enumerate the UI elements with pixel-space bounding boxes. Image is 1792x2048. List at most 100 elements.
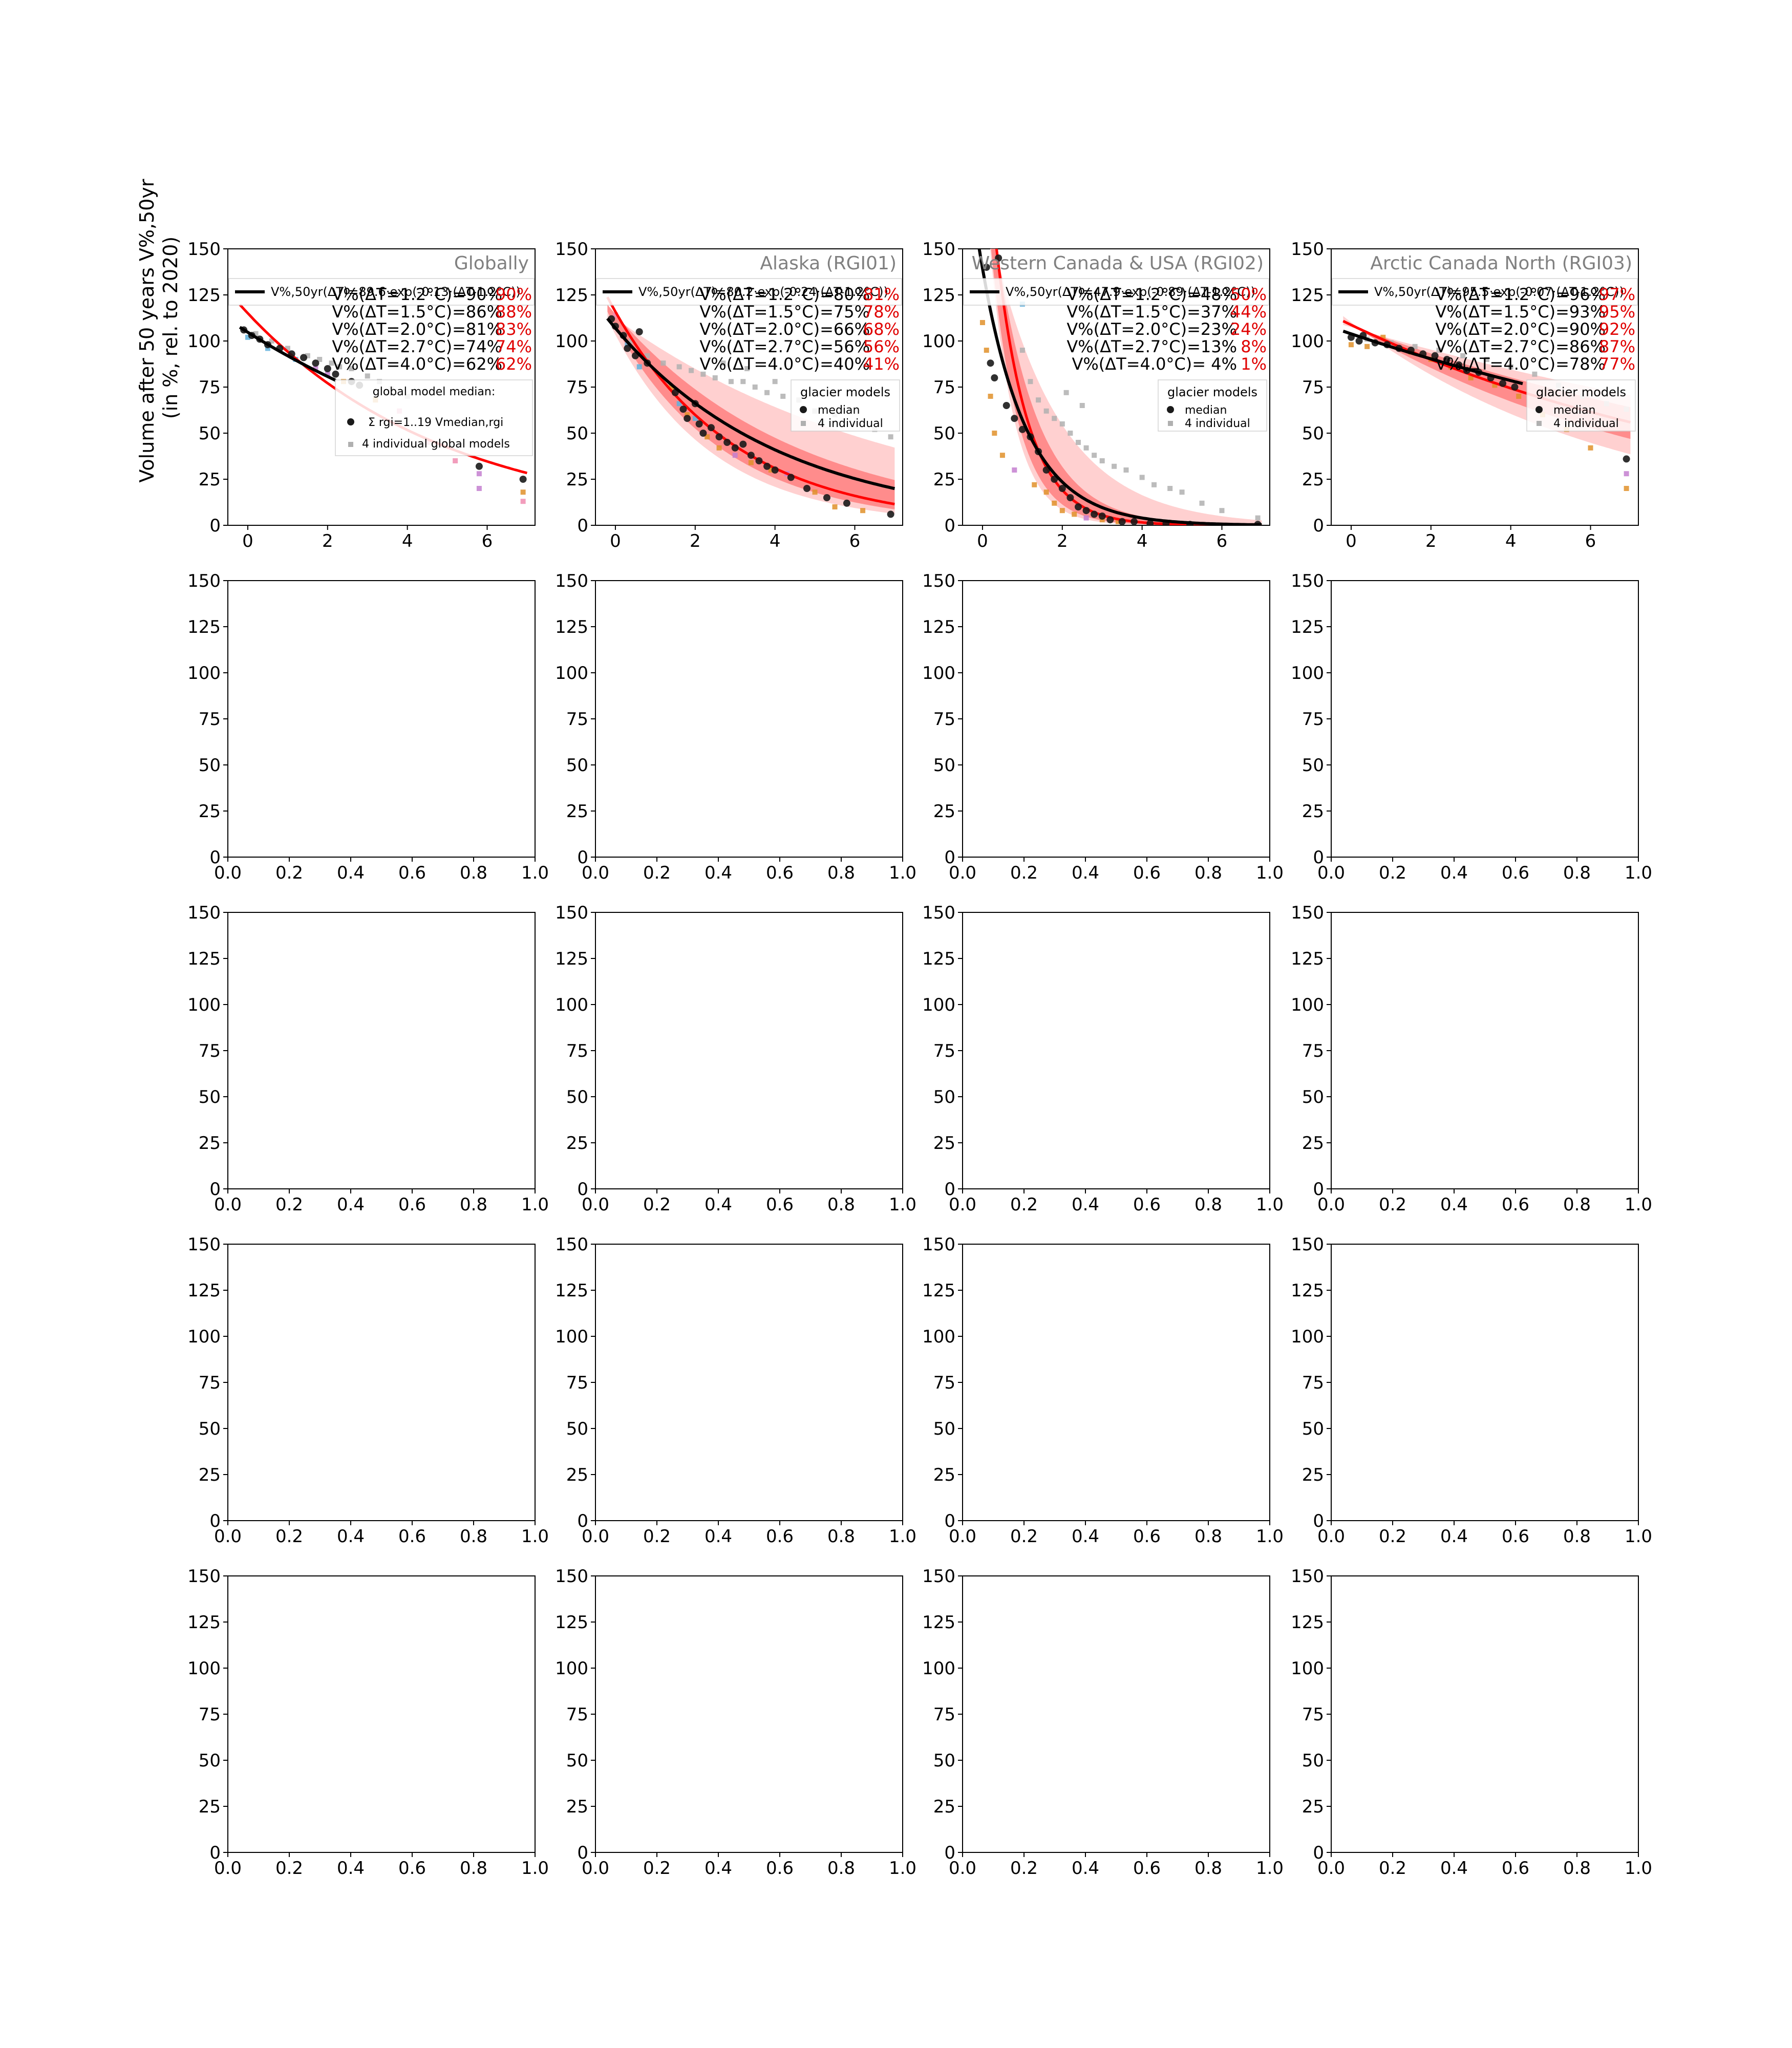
y-tick-label: 150	[1291, 1234, 1324, 1255]
individual-model-point	[1063, 390, 1069, 395]
x-tick-label: 0.8	[1194, 1526, 1222, 1547]
x-tick-label: 0.0	[949, 1194, 976, 1215]
x-tick-label: 0.4	[1440, 863, 1468, 883]
individual-model-point	[520, 489, 526, 495]
y-tick-label: 100	[922, 663, 955, 684]
stat-red-value: 88%	[496, 302, 532, 322]
x-tick-label: 0	[242, 531, 253, 551]
median-point	[1443, 356, 1450, 363]
median-point	[1011, 415, 1018, 422]
individual-model-point	[1624, 471, 1629, 477]
x-tick-label: 0.0	[1317, 863, 1345, 883]
median-point	[1106, 516, 1114, 524]
stat-line: V%(ΔT=1.2°C)=90%	[332, 285, 502, 304]
y-tick-label: 50	[1302, 755, 1324, 776]
x-tick-label: 0.6	[1133, 1194, 1161, 1215]
y-tick-label: 50	[1302, 423, 1324, 444]
fit-equation-label: V%,50yr(ΔT)=80.2·exp(-0.24·(ΔT-1.2°C))	[638, 285, 888, 299]
median-point	[823, 494, 830, 501]
y-tick-label: 25	[566, 801, 588, 822]
individual-model-point	[253, 331, 259, 336]
y-tick-label: 75	[199, 1041, 221, 1061]
y-tick-label: 150	[922, 1234, 955, 1255]
y-tick-label: 150	[1291, 571, 1324, 591]
median-point	[300, 354, 308, 361]
individual-model-point	[1492, 382, 1498, 388]
individual-model-point	[1364, 344, 1370, 349]
individual-model-point	[1083, 445, 1089, 451]
y-tick-label: 25	[199, 1465, 221, 1485]
x-tick-label: 0.2	[643, 1858, 671, 1879]
stat-red-value: 62%	[496, 354, 532, 374]
x-tick-label: 0.8	[827, 1194, 855, 1215]
y-tick-label: 150	[1291, 1566, 1324, 1587]
y-tick-label: 150	[555, 239, 588, 260]
y-tick-label: 75	[1302, 1373, 1324, 1393]
stat-red-value: 8%	[1241, 337, 1267, 356]
individual-model-point	[780, 394, 786, 399]
plot-frame	[1331, 580, 1639, 858]
plot-frame	[962, 1244, 1270, 1521]
x-tick-label: 1.0	[1256, 1858, 1284, 1879]
y-tick-label: 75	[1302, 709, 1324, 730]
x-tick-label: 0.4	[1072, 1858, 1099, 1879]
marker-legend-box	[1158, 379, 1267, 432]
x-tick-label: 0.6	[1502, 1526, 1529, 1547]
x-tick-label: 0.2	[643, 1194, 671, 1215]
stat-line: V%(ΔT=2.0°C)=23%	[1066, 319, 1237, 339]
x-tick-label: 0.2	[1379, 1858, 1406, 1879]
y-tick-label: 150	[922, 239, 955, 260]
x-tick-label: 0.4	[705, 1526, 732, 1547]
x-tick-label: 0.4	[1072, 1526, 1099, 1547]
x-tick-label: 0.4	[705, 1858, 732, 1879]
y-tick-label: 100	[1291, 995, 1324, 1015]
y-tick-label: 0	[1313, 1511, 1324, 1531]
y-tick-label: 0	[1313, 1843, 1324, 1863]
x-tick-label: 0.8	[1563, 1194, 1591, 1215]
individual-model-point	[748, 460, 754, 465]
individual-model-point	[612, 312, 618, 318]
stat-red-value: 68%	[863, 319, 900, 339]
legend-individual-marker	[1168, 421, 1173, 426]
y-tick-label: 75	[933, 1041, 955, 1061]
empty-axes-r2-c4: 0.0 0.2 0.4 0.6 0.8 1.0 0 25 50 75 100 125 150	[1291, 571, 1652, 883]
y-tick-label: 50	[1302, 1087, 1324, 1107]
individual-model-point	[305, 353, 310, 358]
empty-axes-r3-c1: 0.0 0.2 0.4 0.6 0.8 1.0 0 25 50 75 100 125 150	[187, 903, 549, 1215]
plot-frame	[595, 1575, 903, 1853]
individual-model-point	[700, 371, 706, 377]
y-tick-label: 0	[577, 1511, 588, 1531]
empty-axes-r3-c4: 0.0 0.2 0.4 0.6 0.8 1.0 0 25 50 75 100 125 150	[1291, 903, 1652, 1215]
x-tick-label: 0.0	[949, 863, 976, 883]
marker-legend-box	[335, 379, 533, 456]
x-tick-label: 0.4	[1440, 1194, 1468, 1215]
x-tick-label: 1.0	[521, 1194, 549, 1215]
chart-panel-3: 0 2 4 6 0 25 50 75 100 125 150 Western Canada & USA…	[922, 239, 1270, 551]
y-tick-label: 100	[187, 995, 221, 1015]
x-tick-label: 0.4	[337, 1526, 365, 1547]
y-tick-label: 50	[566, 1087, 588, 1107]
individual-model-point	[1516, 394, 1522, 399]
individual-model-point	[1052, 500, 1057, 506]
median-point	[332, 370, 339, 378]
x-tick-label: 0.0	[214, 1858, 242, 1879]
individual-model-point	[1199, 500, 1205, 506]
individual-model-point	[772, 379, 778, 385]
uncertainty-band-inner	[607, 304, 895, 509]
x-tick-label: 1.0	[1625, 1194, 1652, 1215]
individual-model-point	[1167, 486, 1173, 491]
x-tick-label: 0.2	[1379, 863, 1406, 883]
y-tick-label: 125	[555, 285, 588, 306]
individual-model-point	[984, 348, 989, 353]
stat-line: V%(ΔT=2.7°C)=13%	[1066, 337, 1237, 356]
legend-individual-label: 4 individual	[818, 417, 883, 430]
individual-model-point	[832, 504, 838, 509]
y-tick-label: 100	[555, 1658, 588, 1679]
y-tick-label: 100	[187, 663, 221, 684]
y-tick-label: 0	[209, 1179, 221, 1200]
y-tick-label: 100	[1291, 663, 1324, 684]
y-tick-label: 125	[922, 1612, 955, 1633]
stat-line: V%(ΔT=1.5°C)=93%	[1435, 302, 1606, 322]
median-point	[519, 476, 527, 483]
